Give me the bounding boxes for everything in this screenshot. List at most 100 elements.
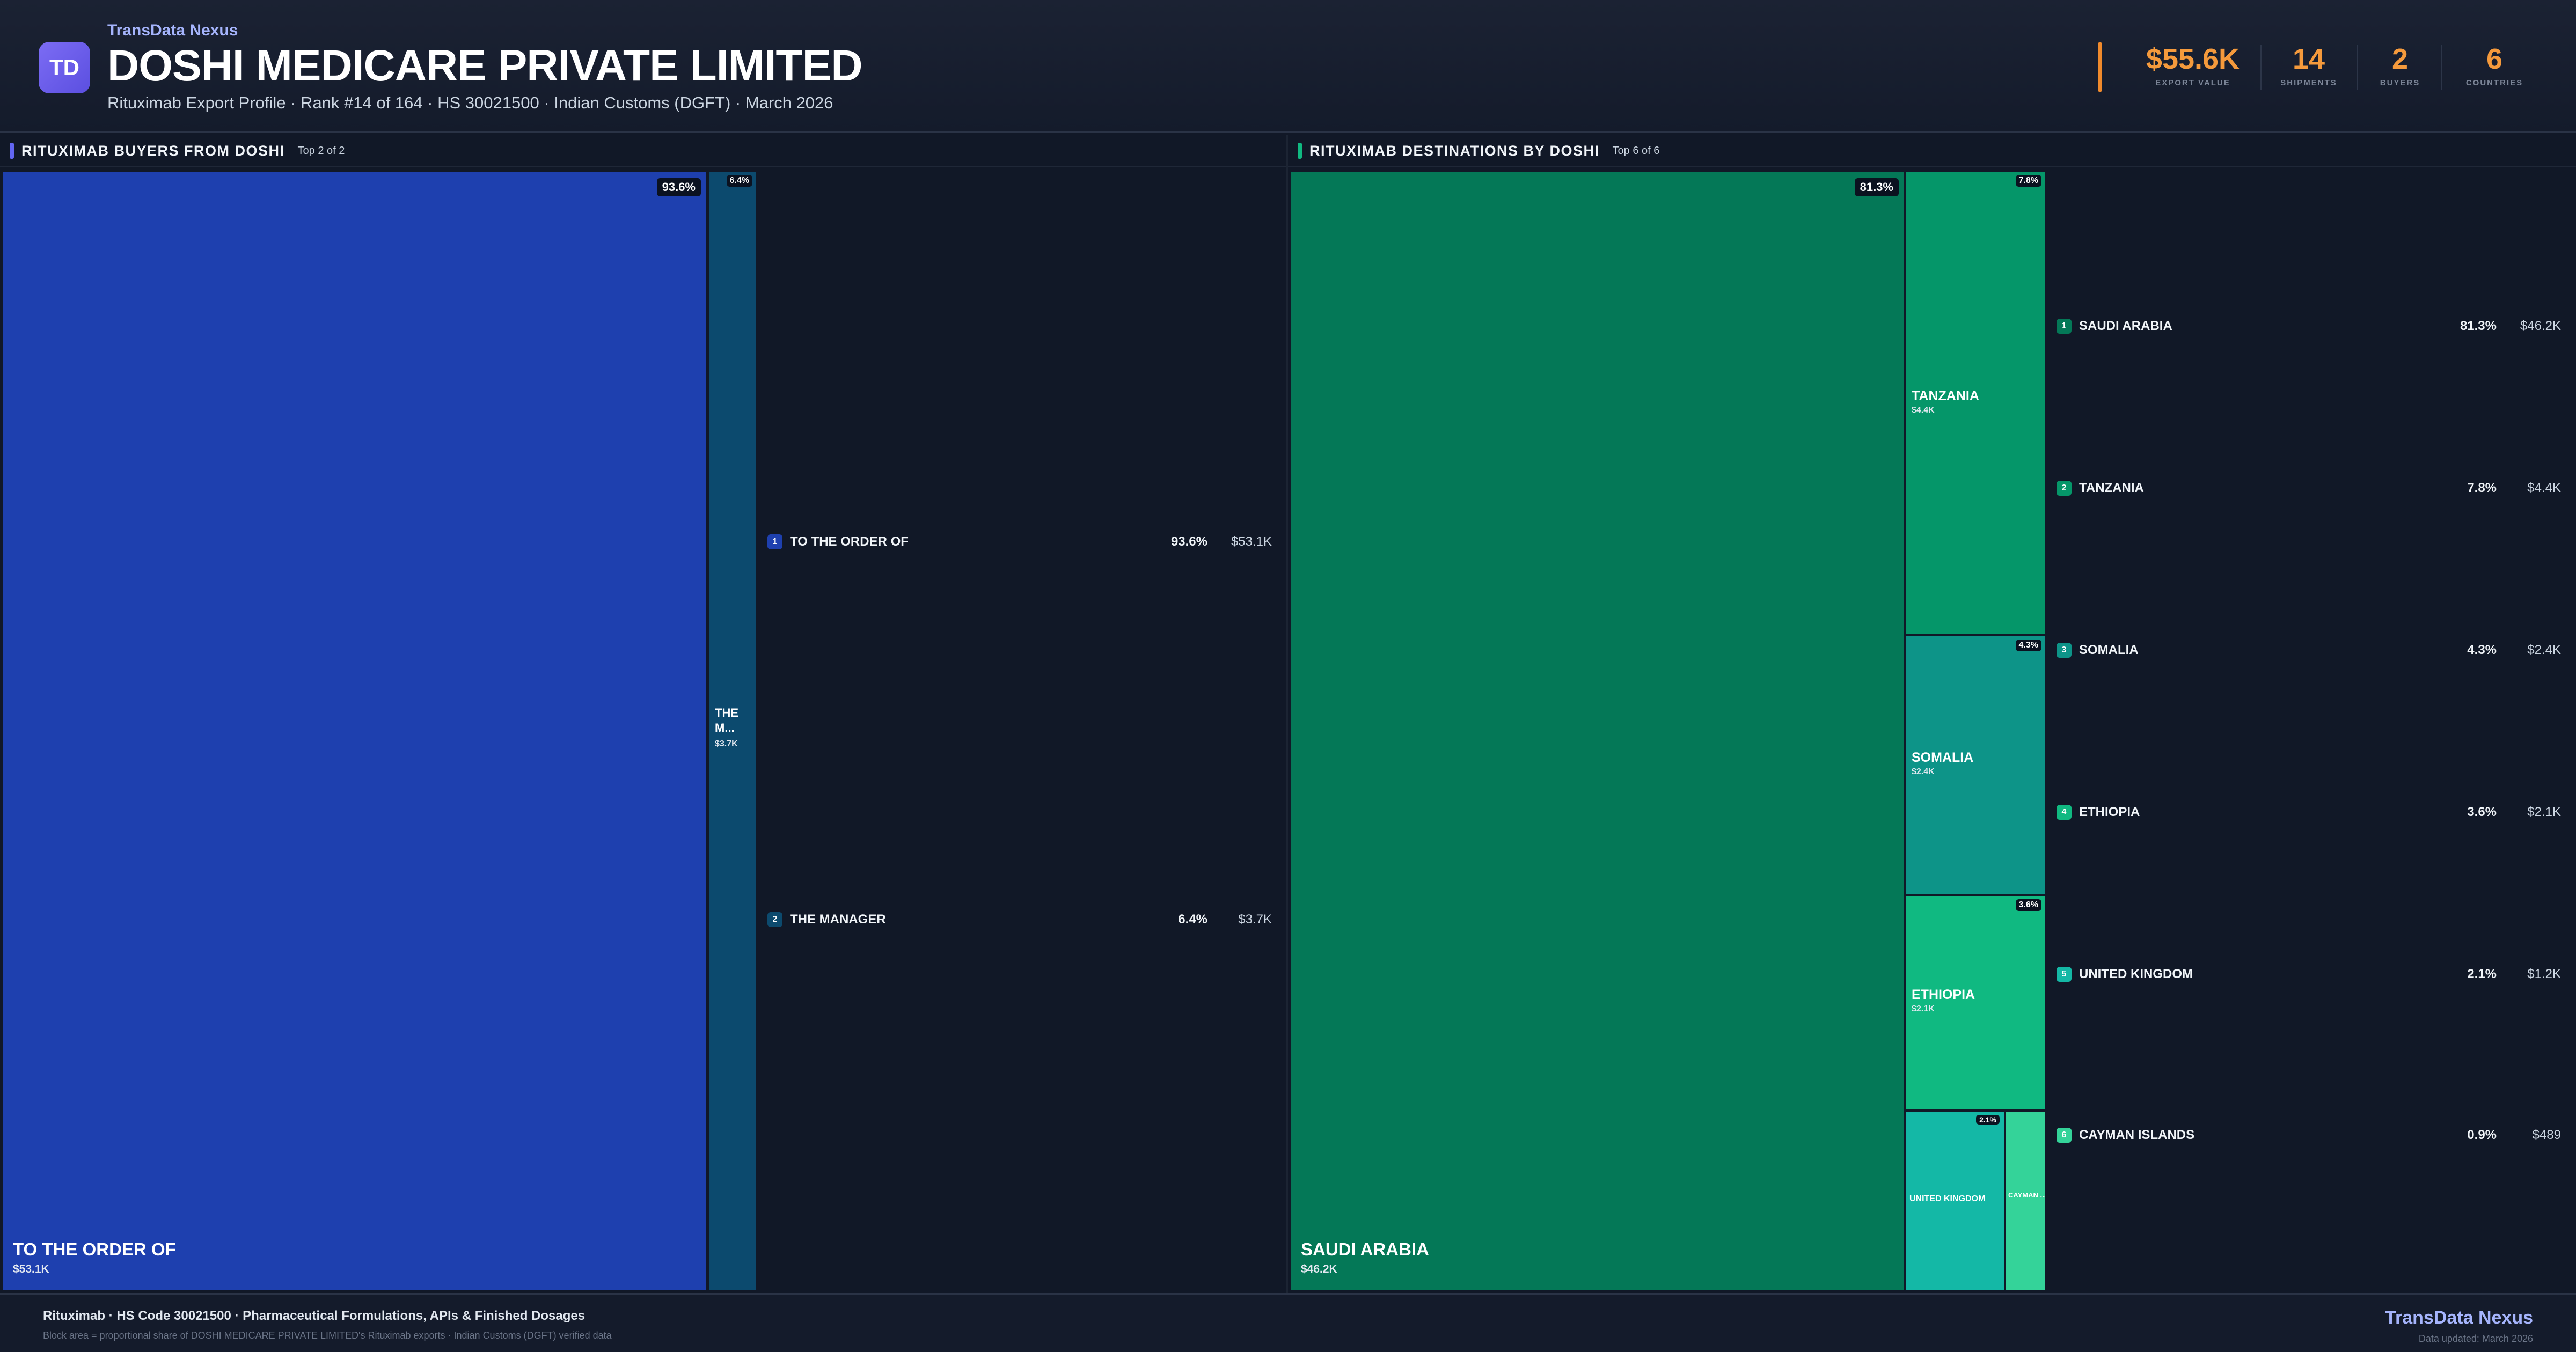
kpi-countries: 6 COUNTRIES — [2446, 43, 2543, 91]
legend-percent: 4.3% — [2467, 643, 2497, 657]
legend-value: $3.7K — [1238, 912, 1272, 927]
kpi-shipments: 14 SHIPMENTS — [2266, 43, 2352, 91]
treemap-tile-to-the-order-of[interactable]: 93.6% TO THE ORDER OF $53.1K — [3, 172, 706, 1290]
kpi-value: $55.6K — [2146, 43, 2240, 75]
tile-value: $4.4K — [1912, 406, 1935, 415]
tile-name: CAYMAN ... — [2008, 1191, 2045, 1199]
legend-rank: 2 — [767, 912, 782, 927]
kpi-divider — [2357, 45, 2358, 90]
legend-item[interactable]: 2 THE MANAGER — [767, 909, 1250, 930]
legend-name: TO THE ORDER OF — [790, 534, 909, 549]
treemap-tile-saudi-arabia[interactable]: 81.3% SAUDI ARABIA $46.2K — [1291, 172, 1904, 1290]
legend-item[interactable]: 1 SAUDI ARABIA — [2057, 315, 2379, 337]
legend-percent: 93.6% — [1170, 534, 1208, 549]
kpi-buyers: 2 BUYERS — [2362, 43, 2438, 91]
legend-percent: 3.6% — [2467, 805, 2497, 819]
legend-value: $489 — [2532, 1128, 2561, 1142]
treemap-tile-somalia[interactable]: 4.3% SOMALIA $2.4K — [1906, 636, 2045, 894]
legend-name: THE MANAGER — [790, 912, 886, 927]
legend-value: $2.1K — [2527, 805, 2561, 819]
legend-rank: 2 — [2057, 481, 2072, 496]
legend-value: $4.4K — [2527, 481, 2561, 495]
legend-item[interactable]: 5 UNITED KINGDOM — [2057, 964, 2379, 985]
buyers-accent-bar — [10, 143, 14, 159]
legend-item[interactable]: 1 TO THE ORDER OF — [767, 531, 1250, 553]
legend-value: $46.2K — [2520, 319, 2561, 333]
kpi-label: COUNTRIES — [2465, 78, 2523, 87]
kpi-value: 6 — [2486, 43, 2503, 75]
treemap-tile-united-kingdom[interactable]: 2.1% UNITED KINGDOM — [1906, 1112, 2004, 1290]
tile-name: ETHIOPIA — [1912, 987, 1975, 1002]
tile-value: $46.2K — [1301, 1263, 1337, 1275]
tile-percent-badge: 93.6% — [656, 178, 701, 196]
destinations-panel-header: RITUXIMAB DESTINATIONS BY DOSHI Top 6 of… — [1288, 135, 2576, 167]
tile-value: $53.1K — [13, 1263, 49, 1275]
legend-item[interactable]: 6 CAYMAN ISLANDS — [2057, 1125, 2379, 1146]
tile-percent-badge: 7.8% — [2015, 175, 2041, 187]
brand-name[interactable]: TransData Nexus — [107, 21, 238, 39]
footer-brand[interactable]: TransData Nexus — [2385, 1307, 2533, 1328]
legend-name: SAUDI ARABIA — [2079, 319, 2172, 333]
panel-divider — [1286, 135, 1288, 1293]
legend-name: UNITED KINGDOM — [2079, 967, 2193, 981]
legend-name: CAYMAN ISLANDS — [2079, 1128, 2195, 1142]
footer-note: Block area = proportional share of DOSHI… — [43, 1330, 612, 1341]
legend-rank: 1 — [2057, 319, 2072, 334]
legend-percent: 81.3% — [2460, 319, 2497, 333]
kpi-accent-bar — [2098, 42, 2102, 92]
page-footer: Rituximab · HS Code 30021500 · Pharmaceu… — [0, 1293, 2576, 1352]
tile-value: $2.4K — [1912, 767, 1935, 776]
legend-item[interactable]: 3 SOMALIA — [2057, 640, 2379, 661]
legend-rank: 6 — [2057, 1128, 2072, 1143]
tile-percent-badge: 4.3% — [2015, 640, 2041, 651]
page-title: DOSHI MEDICARE PRIVATE LIMITED — [107, 41, 863, 90]
legend-name: TANZANIA — [2079, 481, 2144, 495]
footer-description: Rituximab · HS Code 30021500 · Pharmaceu… — [43, 1309, 586, 1323]
kpi-value: 2 — [2391, 43, 2409, 75]
footer-updated: Data updated: March 2026 — [2418, 1333, 2533, 1344]
buyers-panel-header: RITUXIMAB BUYERS FROM DOSHI Top 2 of 2 — [0, 135, 1286, 167]
tile-name: TO THE ORDER OF — [13, 1239, 176, 1259]
kpi-divider — [2441, 45, 2442, 90]
brand-logo: TD — [39, 42, 90, 93]
treemap-tile-cayman-islands[interactable]: CAYMAN ... — [2006, 1112, 2045, 1290]
tile-percent-badge: 3.6% — [2015, 899, 2041, 911]
tile-name: SOMALIA — [1912, 750, 1974, 765]
tile-name-truncated: M... — [715, 721, 735, 734]
legend-percent: 6.4% — [1178, 912, 1208, 927]
kpi-label: BUYERS — [2380, 78, 2420, 87]
tile-name: THE — [715, 706, 738, 719]
buyers-panel-title: RITUXIMAB BUYERS FROM DOSHI — [21, 142, 285, 159]
legend-rank: 4 — [2057, 805, 2072, 820]
treemap-tile-the-manager[interactable]: 6.4% THE M... $3.7K — [709, 172, 756, 1290]
page-header: TD TransData Nexus DOSHI MEDICARE PRIVAT… — [0, 0, 2576, 133]
legend-item[interactable]: 2 TANZANIA — [2057, 477, 2379, 499]
kpi-value: 14 — [2292, 43, 2325, 75]
tile-name: SAUDI ARABIA — [1301, 1239, 1429, 1259]
legend-percent: 7.8% — [2467, 481, 2497, 495]
legend-rank: 5 — [2057, 967, 2072, 982]
legend-rank: 1 — [767, 534, 782, 549]
destinations-panel-title: RITUXIMAB DESTINATIONS BY DOSHI — [1309, 142, 1600, 159]
tile-percent-badge: 2.1% — [1976, 1115, 2000, 1125]
tile-name: TANZANIA — [1912, 388, 1979, 403]
destinations-accent-bar — [1298, 143, 1302, 159]
legend-value: $2.4K — [2527, 643, 2561, 657]
legend-percent: 2.1% — [2467, 967, 2497, 981]
destinations-panel-count: Top 6 of 6 — [1612, 144, 1660, 157]
legend-item[interactable]: 4 ETHIOPIA — [2057, 802, 2379, 823]
treemap-tile-ethiopia[interactable]: 3.6% ETHIOPIA $2.1K — [1906, 896, 2045, 1109]
page-subtitle: Rituximab Export Profile · Rank #14 of 1… — [107, 93, 833, 112]
legend-value: $53.1K — [1231, 534, 1272, 549]
tile-percent-badge: 81.3% — [1854, 178, 1899, 196]
treemap-tile-tanzania[interactable]: 7.8% TANZANIA $4.4K — [1906, 172, 2045, 634]
tile-percent-badge: 6.4% — [726, 175, 752, 187]
legend-value: $1.2K — [2527, 967, 2561, 981]
legend-name: ETHIOPIA — [2079, 805, 2140, 819]
legend-name: SOMALIA — [2079, 643, 2139, 657]
kpi-label: SHIPMENTS — [2280, 78, 2337, 87]
legend-percent: 0.9% — [2467, 1128, 2497, 1142]
legend-rank: 3 — [2057, 643, 2072, 658]
kpi-export-value: $55.6K EXPORT VALUE — [2128, 43, 2257, 91]
buyers-panel-count: Top 2 of 2 — [297, 144, 345, 157]
